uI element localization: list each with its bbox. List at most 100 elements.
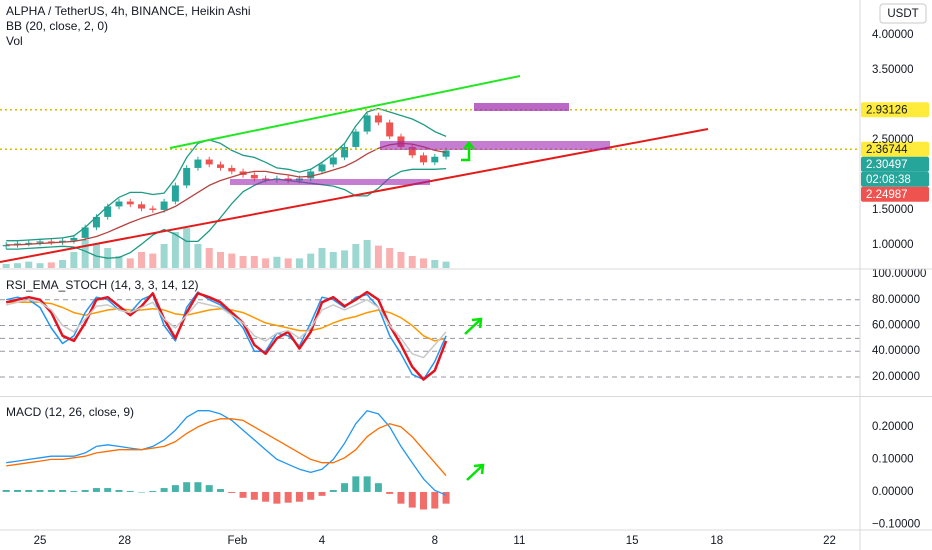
y-tick-label: 20.00000: [872, 371, 920, 383]
histogram-bar: [126, 490, 134, 492]
histogram-bar: [295, 491, 303, 502]
volume-bar: [25, 261, 33, 268]
x-tick-label: 4: [319, 535, 326, 547]
x-tick-label: 15: [626, 535, 639, 547]
histogram-bar: [171, 485, 179, 492]
x-tick-label: Feb: [228, 535, 248, 547]
histogram-bar: [47, 490, 55, 492]
legend-text: ALPHA / TetherUS, 4h, BINANCE, Heikin As…: [6, 4, 251, 18]
y-tick-label: 100.00000: [872, 268, 926, 280]
indicator-line: [6, 291, 447, 381]
candle-body: [36, 241, 44, 243]
histogram-bar: [205, 485, 213, 492]
candle-body: [329, 157, 337, 165]
candle-body: [160, 201, 168, 210]
histogram-bar: [59, 490, 67, 492]
volume-bar: [70, 252, 78, 268]
volume-bar: [205, 248, 213, 268]
currency-button[interactable]: [879, 3, 927, 24]
histogram-bar: [228, 491, 236, 493]
volume-bar: [318, 248, 326, 268]
histogram-bar: [160, 488, 168, 492]
volume-bar: [307, 253, 315, 268]
histogram-bar: [239, 491, 247, 498]
candle-body: [386, 122, 394, 137]
volume-bar: [36, 263, 44, 268]
histogram-bar: [36, 490, 44, 492]
histogram-bar: [149, 490, 157, 492]
y-tick-label: 1.00000: [872, 239, 914, 251]
volume-bar: [81, 240, 89, 268]
histogram-bar: [420, 491, 428, 510]
y-tick-label: 0.10000: [872, 453, 914, 465]
y-tick-label: 4.00000: [872, 29, 914, 41]
legend-text: Vol: [6, 34, 23, 48]
candle-body: [183, 167, 191, 186]
y-tick-label: −0.10000: [872, 519, 920, 531]
volume-bar: [250, 256, 258, 268]
y-tick-label: 60.00000: [872, 320, 920, 332]
histogram-bar: [329, 490, 337, 492]
candle-body: [13, 243, 21, 245]
indicator-line: [6, 142, 447, 246]
histogram-bar: [262, 491, 270, 502]
indicator-line: [6, 107, 447, 242]
trend-line: [0, 128, 709, 263]
candle-body: [341, 146, 349, 158]
candle-body: [352, 131, 360, 147]
arrow: [466, 463, 485, 481]
volume-bar: [363, 240, 371, 268]
histogram-bar: [386, 491, 394, 494]
volume-bar: [13, 263, 21, 268]
candle-body: [194, 159, 202, 168]
histogram-bar: [183, 482, 191, 492]
candle-body: [126, 201, 134, 205]
volume-bar: [194, 244, 202, 268]
price-label: 2.30497: [866, 159, 908, 171]
volume-bar: [59, 260, 67, 268]
volume-bar: [341, 250, 349, 268]
candle-body: [25, 242, 33, 244]
histogram-bar: [250, 491, 258, 500]
volume-bar: [420, 258, 428, 268]
candle-body: [374, 115, 382, 123]
volume-bar: [115, 256, 123, 268]
zone: [380, 141, 610, 150]
candle-body: [228, 167, 236, 172]
x-tick-label: 18: [710, 535, 723, 547]
x-tick-label: 28: [118, 535, 131, 547]
candle-body: [149, 208, 157, 210]
candle-body: [115, 201, 123, 207]
volume-bar: [329, 252, 337, 268]
histogram-bar: [307, 491, 315, 500]
candle-body: [216, 164, 224, 168]
histogram-bar: [273, 491, 281, 504]
histogram-bar: [431, 491, 439, 509]
histogram-bar: [216, 489, 224, 492]
y-tick-label: 40.00000: [872, 345, 920, 357]
x-tick-label: 8: [432, 535, 438, 547]
volume-bar: [160, 244, 168, 268]
volume-bar: [216, 252, 224, 268]
candle-body: [104, 206, 112, 217]
volume-bar: [47, 262, 55, 268]
volume-bar: [138, 252, 146, 268]
candle-body: [431, 156, 439, 163]
x-tick-label: 22: [823, 535, 836, 547]
indicator-line: [5, 290, 448, 381]
volume-bar: [183, 228, 191, 268]
y-tick-label: 3.50000: [872, 64, 914, 76]
legend-text: MACD (12, 26, close, 9): [6, 405, 134, 419]
histogram-bar: [13, 490, 21, 492]
candle-body: [92, 216, 100, 228]
histogram-bar: [284, 491, 292, 503]
candle-body: [420, 155, 428, 163]
currency-label[interactable]: USDT: [887, 8, 918, 20]
volume-bar: [386, 248, 394, 268]
volume-bar: [397, 252, 405, 268]
histogram-bar: [408, 491, 416, 508]
zone: [230, 179, 430, 185]
